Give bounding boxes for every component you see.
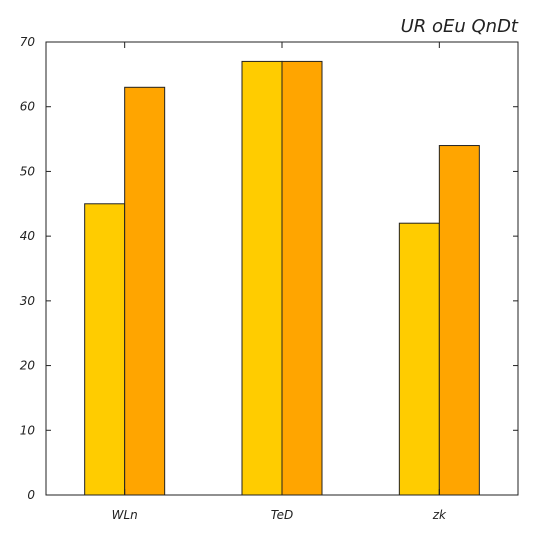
- x-tick-label: WLn: [112, 508, 138, 522]
- bar: [124, 86, 166, 496]
- chart-title: UR oEu QnDt: [401, 16, 519, 37]
- y-tick-label: 40: [20, 229, 36, 243]
- bar: [281, 60, 323, 496]
- y-tick-label: 0: [27, 488, 35, 502]
- bar: [398, 222, 440, 496]
- plot-area: 0 10 20 30 40 50 60 70 WLn TeD zk: [20, 35, 519, 522]
- x-tick-label: TeD: [271, 508, 293, 522]
- y-tick-label: 10: [20, 423, 36, 437]
- y-tick-label: 20: [20, 359, 36, 373]
- y-tick-label: 60: [20, 100, 36, 114]
- bar: [241, 60, 283, 496]
- y-tick-label: 50: [20, 164, 36, 178]
- y-tick-label: 30: [20, 294, 36, 308]
- x-tick-label: zk: [432, 508, 447, 522]
- y-tick-label: 70: [20, 35, 36, 49]
- bar: [438, 145, 480, 496]
- bar: [84, 203, 126, 496]
